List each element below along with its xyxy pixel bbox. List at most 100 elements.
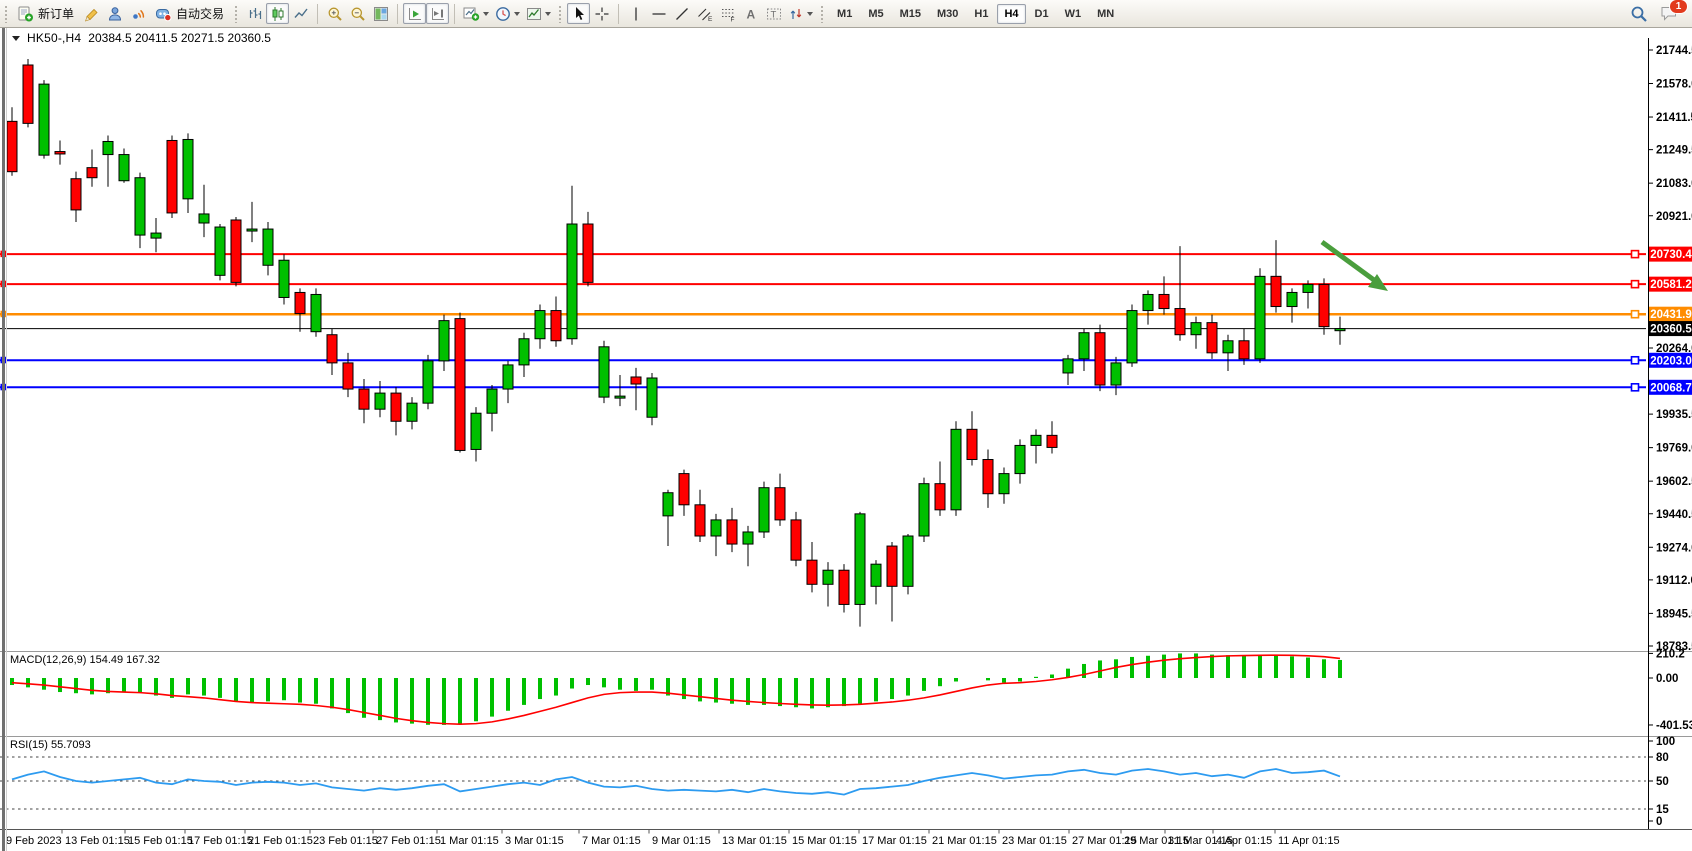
macd-axis-label: 0.00 [1656,673,1678,685]
y-axis-price-label: 21249.5 [1656,145,1692,157]
timeframe-button-m1[interactable]: M1 [837,7,853,20]
price-level-badge-text: 20360.5 [1650,324,1692,336]
auto-trading-label: 自动交易 [176,7,225,21]
chart-menu-triangle-icon[interactable] [12,35,20,41]
clock-icon [496,6,510,21]
level-drag-marker[interactable] [1630,355,1640,365]
timeframe-button-m30[interactable]: M30 [937,7,959,20]
x-axis-date-label: 4 Apr 01:15 [1216,835,1272,847]
trendline-tool-button[interactable] [670,3,693,24]
new-chart-button[interactable] [460,3,492,24]
candle-bearish [1238,340,1250,360]
y-axis-price-label: 19602.5 [1656,476,1692,488]
timeframe-button-h1[interactable]: H1 [974,7,989,20]
macd-pane [10,653,1342,726]
notification-badge: 1 [1669,0,1688,14]
x-axis-date-label: 13 Feb 01:15 [65,835,130,847]
indicators-button[interactable] [523,3,554,24]
macd-signal-line [11,654,1341,726]
candle-bullish [1222,340,1234,354]
text-label-icon: T [766,8,781,20]
dropdown-caret [807,11,814,16]
bar-chart-button[interactable] [243,3,266,24]
y-axis-price-label: 19935.5 [1656,409,1692,421]
macd-axis-label: 210.2 [1656,648,1685,660]
main-toolbar: 新订单 自动交易 [0,0,1692,28]
candle-bullish [918,483,930,537]
level-drag-marker[interactable] [1630,383,1640,392]
vertical-line-tool-button[interactable] [624,3,647,24]
signals-button[interactable] [126,3,149,24]
fibonacci-tool-button[interactable]: F [716,3,739,24]
macd-indicator-label: MACD(12,26,9) 154.49 167.32 [10,654,160,666]
candle-bullish [902,535,914,587]
toolbar-grip[interactable] [820,4,825,23]
candle-bullish [998,473,1010,495]
x-axis-date-label: 17 Mar 01:15 [862,835,927,847]
candle-bullish [38,83,50,156]
price-level-badge [1649,352,1692,368]
toolbar-grip[interactable] [558,4,563,23]
tile-windows-button[interactable] [369,3,392,24]
timeframe-button-m5[interactable]: M5 [868,7,884,20]
candlesticks[interactable] [6,58,1346,627]
horizontal-line-tool-button[interactable] [647,3,670,24]
profile-button[interactable] [103,3,126,24]
x-axis-date-label: 27 Mar 01:15 [1072,835,1137,847]
new-order-button[interactable]: 新订单 [11,3,80,24]
arrows-tool-button[interactable] [785,3,816,24]
level-drag-marker[interactable] [1630,249,1640,259]
rsi-indicator-label: RSI(15) 55.7093 [10,739,91,751]
search-button[interactable] [1627,3,1651,24]
notifications-button[interactable]: 1 [1657,0,1688,24]
candlestick-chart-button[interactable] [266,3,290,24]
auto-trading-button[interactable]: 自动交易 [149,3,230,24]
candle-bullish [438,320,450,362]
candle-bearish [54,151,66,155]
candle-bullish [742,531,754,545]
x-axis-date-label: 11 Apr 01:15 [1278,835,1340,847]
candle-bearish [6,120,18,173]
text-tool-button[interactable]: A [739,3,762,24]
timeframe-button-h4[interactable]: H4 [997,3,1026,24]
styles-button[interactable] [80,3,103,24]
macd-axis-label: -401.53 [1656,720,1692,732]
candle-bullish [502,364,514,390]
line-chart-button[interactable] [289,3,312,24]
candle-bearish [982,459,994,495]
level-drag-marker[interactable] [1630,309,1640,319]
toolbar-grip[interactable] [234,4,239,23]
chart-shift-button[interactable] [426,3,450,24]
crosshair-tool-button[interactable] [590,3,613,24]
y-axis-price-label: 19274.0 [1656,542,1692,554]
candle-bullish [1030,434,1042,446]
timeframe-button-w1[interactable]: W1 [1064,7,1082,20]
toolbar-grip[interactable] [4,4,8,23]
zoom-out-button[interactable] [346,3,369,24]
periods-button[interactable] [492,3,523,24]
x-axis-date-label: 15 Feb 01:15 [128,835,193,847]
x-axis-date-label: 3 Mar 01:15 [505,835,564,847]
new-order-icon [18,6,33,21]
equidistant-channel-tool-button[interactable]: E [693,3,716,24]
candle-bullish [614,395,626,399]
timeframe-button-mn[interactable]: MN [1097,7,1115,20]
timeframe-group: M1 M5 M15 M30 H1 H4 D1 W1 MN [827,0,1124,27]
candle-bullish [822,569,834,585]
rsi-axis-label: 15 [1656,804,1669,816]
auto-scroll-button[interactable] [403,3,427,24]
annotation-arrow-head[interactable] [1368,274,1388,291]
candle-bullish [1302,283,1314,293]
text-label-tool-button[interactable]: T [762,3,785,24]
dropdown-caret [483,11,490,16]
cursor-tool-button[interactable] [567,3,591,24]
annotation-arrow-line[interactable] [1320,239,1376,283]
level-drag-marker[interactable] [1630,279,1640,289]
channel-icon: E [697,8,713,22]
timeframe-button-d1[interactable]: D1 [1034,7,1049,20]
candle-bearish [1270,275,1282,308]
timeframe-button-m15[interactable]: M15 [899,7,921,20]
zoom-in-button[interactable] [323,3,346,24]
trendline-icon [675,7,688,20]
